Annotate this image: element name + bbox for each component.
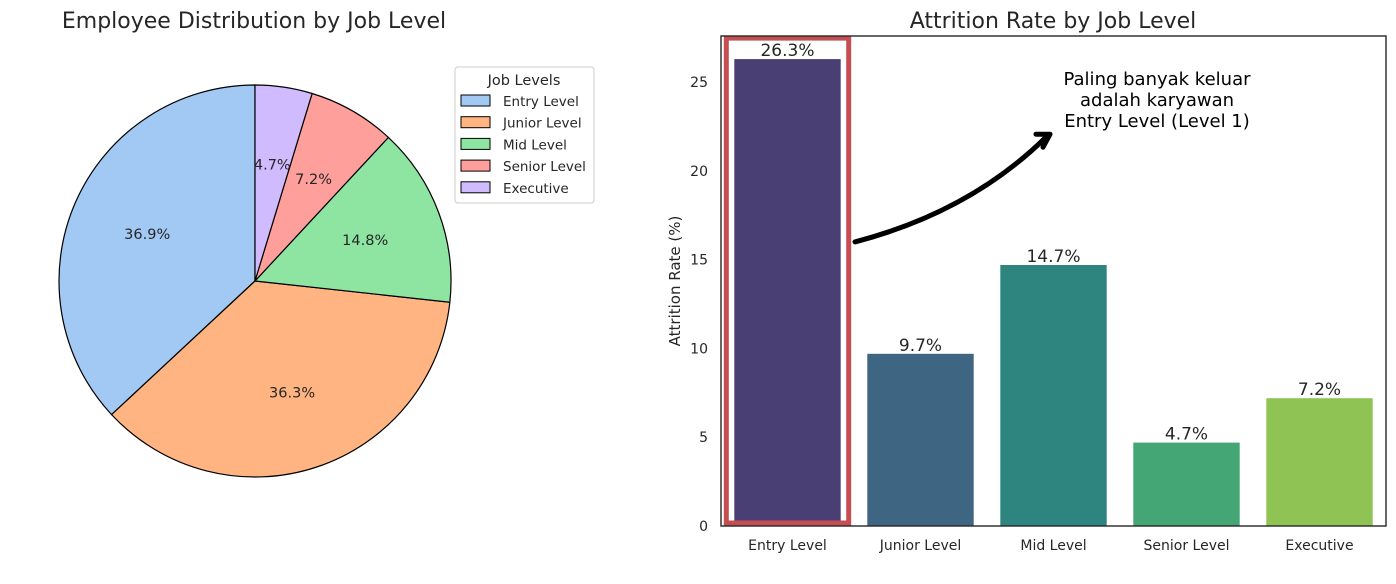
x-tick-label-senior-level: Senior Level	[1144, 538, 1230, 554]
x-tick-label-executive: Executive	[1285, 538, 1353, 554]
pie-panel: Employee Distribution by Job Level 36.9%…	[58, 9, 595, 478]
pie-labels: 36.9% 36.3% 14.8% 7.2%4.7%	[124, 158, 388, 402]
legend-swatch-senior-level	[460, 159, 491, 172]
legend-entry-junior-level: Junior Level	[502, 116, 582, 132]
plot-frame	[720, 35, 1387, 527]
highlight-box	[723, 35, 852, 526]
pie-title: Employee Distribution by Job Level	[62, 9, 446, 34]
pie-label-junior-level: 36.3%	[269, 386, 315, 402]
y-tick-label-20: 20	[690, 164, 708, 180]
legend-title: Job Levels	[487, 73, 561, 89]
pie-slice-mid-level	[253, 136, 452, 303]
bar-value-label-executive: 7.2%	[1298, 380, 1341, 400]
bar-value-label-entry-level: 26.3%	[760, 41, 814, 61]
legend-swatch-mid-level	[460, 137, 491, 150]
pie-slice-junior-level	[110, 280, 451, 478]
y-tick-label-10: 10	[690, 342, 708, 358]
annotation-arrowhead	[1033, 131, 1053, 150]
x-tick-label-mid-level: Mid Level	[1020, 538, 1086, 554]
x-tick-label-junior-level: Junior Level	[879, 538, 962, 554]
annotation-arrow	[852, 134, 1049, 245]
y-tick-label-25: 25	[690, 75, 708, 91]
pie-slice-entry-level	[58, 84, 256, 416]
bar-entry-level	[734, 59, 841, 526]
pie-label-entry-level: 36.9%	[124, 227, 170, 243]
bar-axes: Entry Level Junior Level Mid Level Senior L…	[690, 35, 1387, 554]
legend-entry-senior-level: Senior Level	[503, 159, 586, 175]
annotation-line-2: adalah karyawan	[1080, 90, 1234, 111]
bar-value-label-senior-level: 4.7%	[1165, 425, 1208, 445]
legend-entry-entry-level: Entry Level	[503, 94, 579, 110]
pie-label-executive: 4.7%	[254, 158, 291, 174]
legend-swatch-junior-level	[460, 116, 491, 129]
annotation-line-3: Entry Level (Level 1)	[1064, 111, 1250, 132]
legend-entry-mid-level: Mid Level	[503, 137, 567, 153]
bar-mid-level	[1000, 265, 1107, 526]
bar-marks: 26.3% 9.7% 14.7% 4.7% 7.2%	[723, 35, 1373, 526]
pie-label-senior-level: 7.2%	[295, 172, 332, 188]
legend-swatch-executive	[460, 181, 491, 194]
annotation-line-1: Paling banyak keluar	[1063, 69, 1251, 90]
bar-panel: Attrition Rate by Job Level 26.3% 9.7% 14.…	[666, 9, 1387, 554]
legend-swatch-entry-level	[460, 94, 491, 107]
bar-value-label-junior-level: 9.7%	[899, 336, 942, 356]
bar-junior-level	[867, 353, 974, 526]
bar-value-label-mid-level: 14.7%	[1026, 247, 1080, 267]
pie-slices	[58, 84, 452, 478]
legend-entry-executive: Executive	[503, 181, 569, 197]
y-tick-label-0: 0	[699, 519, 708, 535]
y-tick-label-5: 5	[699, 430, 708, 446]
y-tick-label-15: 15	[690, 253, 708, 269]
pie-label-mid-level: 14.8%	[342, 233, 388, 249]
bar-executive	[1266, 398, 1373, 526]
pie-slice-executive	[254, 84, 313, 282]
x-tick-label-entry-level: Entry Level	[748, 538, 827, 554]
y-axis-label: Attrition Rate (%)	[666, 216, 684, 347]
pie-legend: Job Levels Entry Level Junior Level Mid Le…	[454, 66, 595, 204]
bar-senior-level	[1133, 442, 1240, 526]
bar-title: Attrition Rate by Job Level	[910, 9, 1197, 34]
